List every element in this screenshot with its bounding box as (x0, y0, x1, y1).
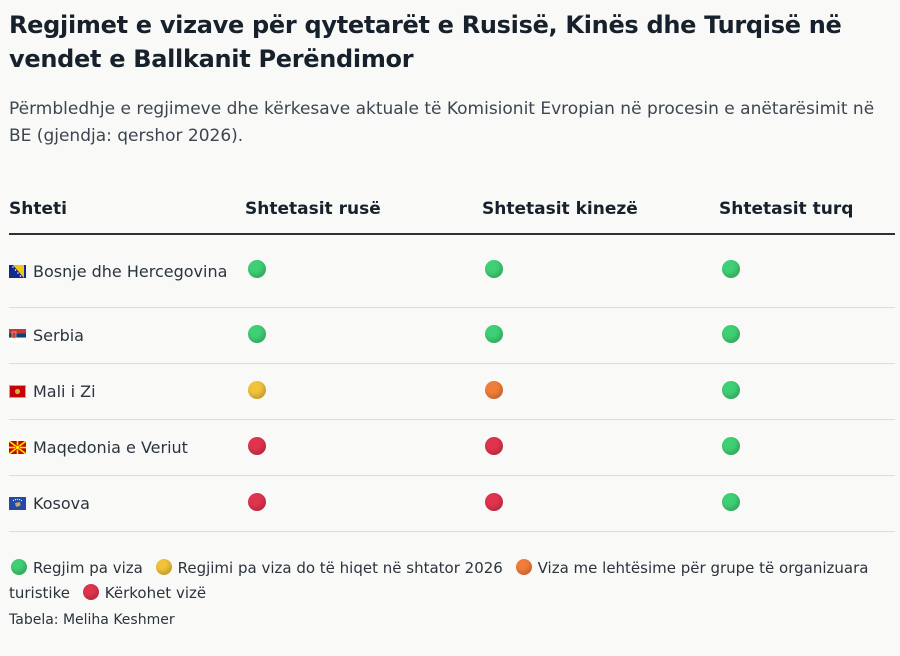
legend-item-red: Kërkohet vizë (81, 584, 206, 602)
status-red-dot (485, 436, 503, 455)
country-label: Bosnje dhe Hercegovina (33, 261, 228, 281)
montenegro-flag-icon (9, 385, 26, 398)
status-cell (245, 307, 482, 364)
country-cell: Maqedonia e Veriut (9, 419, 245, 476)
status-cell (482, 363, 719, 420)
country-name: Serbia (9, 324, 245, 347)
country-name: Maqedonia e Veriut (9, 436, 245, 459)
table-row: Bosnje dhe Hercegovina (9, 234, 895, 308)
header-chinese: Shtetasit kinezë (482, 186, 719, 235)
status-green-dot (248, 324, 266, 343)
table-row: Serbia (9, 307, 895, 364)
country-cell: Kosova (9, 475, 245, 532)
visa-regime-table: Shteti Shtetasit rusë Shtetasit kinezë S… (9, 186, 895, 532)
status-cell (245, 234, 482, 308)
legend-red-dot (82, 584, 99, 600)
status-cell (719, 307, 895, 364)
north-macedonia-flag-icon (9, 441, 26, 454)
status-cell (245, 363, 482, 420)
legend-item-orange: Viza me lehtësime për grupe të organizua… (9, 559, 868, 602)
country-cell: Mali i Zi (9, 363, 245, 420)
table-row: Kosova (9, 475, 895, 532)
status-green-dot (722, 380, 740, 399)
status-cell (719, 419, 895, 476)
page-subtitle: Përmbledhje e regjimeve dhe kërkesave ak… (9, 99, 875, 146)
status-yellow-dot (248, 380, 266, 399)
status-cell (719, 363, 895, 420)
status-green-dot (485, 260, 503, 278)
header-country: Shteti (9, 186, 245, 235)
legend-orange-dot (515, 559, 532, 575)
table-row: Mali i Zi (9, 363, 895, 420)
kosovo-flag-icon (9, 497, 26, 510)
status-green-dot (722, 324, 740, 343)
status-cell (719, 475, 895, 532)
header-turkish: Shtetasit turq (719, 186, 895, 235)
header-russian: Shtetasit rusë (245, 186, 482, 235)
country-name: Kosova (9, 492, 245, 515)
status-cell (245, 475, 482, 532)
country-label: Serbia (33, 326, 84, 345)
country-name: Mali i Zi (9, 380, 245, 403)
country-label: Maqedonia e Veriut (33, 438, 188, 457)
page-title: Regjimet e vizave për qytetarët e Rusisë… (9, 11, 842, 73)
legend-label: Kërkohet vizë (104, 584, 207, 602)
country-label: Mali i Zi (33, 382, 96, 401)
legend-label: Viza me lehtësime për grupe të organizua… (9, 559, 869, 602)
legend-green-dot (11, 559, 27, 575)
status-cell (482, 475, 719, 532)
legend-item-yellow: Regjimi pa viza do të hiqet në shtator 2… (154, 559, 503, 577)
status-orange-dot (485, 380, 503, 399)
status-green-dot (722, 436, 740, 455)
status-cell (245, 419, 482, 476)
table-row: Maqedonia e Veriut (9, 419, 895, 476)
status-red-dot (248, 492, 266, 511)
table-header-row: Shteti Shtetasit rusë Shtetasit kinezë S… (9, 186, 895, 235)
legend-yellow-dot (155, 559, 172, 575)
legend-item-green: Regjim pa viza (9, 559, 143, 577)
status-green-dot (722, 492, 740, 511)
status-green-dot (722, 260, 740, 278)
status-red-dot (485, 492, 503, 511)
status-cell (719, 234, 895, 308)
country-cell: Serbia (9, 307, 245, 364)
status-green-dot (485, 324, 503, 343)
status-cell (482, 419, 719, 476)
status-cell (482, 234, 719, 308)
country-cell: Bosnje dhe Hercegovina (9, 234, 245, 308)
table-source-credit: Tabela: Meliha Keshmer (9, 612, 175, 628)
bosnia-flag-icon (9, 264, 26, 278)
country-name: Bosnje dhe Hercegovina (9, 260, 245, 283)
country-label: Kosova (33, 494, 90, 513)
legend: Regjim pa viza Regjimi pa viza do të hiq… (9, 556, 879, 606)
status-red-dot (248, 436, 266, 455)
status-cell (482, 307, 719, 364)
serbia-flag-icon (9, 329, 26, 342)
legend-label: Regjim pa viza (33, 559, 143, 577)
status-green-dot (248, 260, 266, 278)
legend-label: Regjimi pa viza do të hiqet në shtator 2… (177, 559, 503, 577)
